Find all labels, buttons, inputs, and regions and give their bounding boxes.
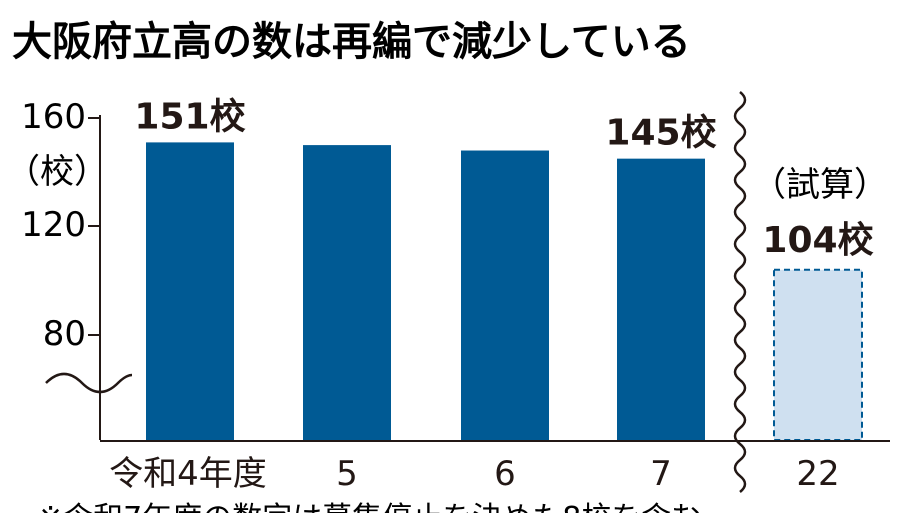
x-tick-label: 5 (336, 454, 358, 494)
estimate-label: （試算） (752, 165, 888, 205)
bar-5 (303, 145, 391, 440)
y-tick-label-80: 80 (43, 314, 86, 354)
x-tick-labels: 令和4年度 5 6 7 22 (109, 454, 839, 494)
data-label: 145校 (605, 113, 716, 154)
bar-7 (617, 158, 705, 440)
data-labels: 151校 145校 104校 (134, 96, 873, 261)
x-tick-label: 22 (796, 454, 839, 494)
data-label: 151校 (134, 96, 245, 137)
bar-22 (773, 268, 863, 442)
x-tick-label: 令和4年度 (109, 454, 267, 494)
x-tick-label: 7 (650, 454, 672, 494)
footnote: ※令和7年度の数字は募集停止を決めた8校を含む (38, 501, 701, 513)
chart-title: 大阪府立高の数は再編で減少している (12, 19, 691, 65)
bars-group (146, 142, 863, 442)
data-label: 104校 (762, 220, 873, 261)
y-axis: 160 120 80 （校） (6, 97, 133, 440)
x-tick-label: 6 (494, 454, 516, 494)
y-axis-break-mark (45, 372, 133, 394)
x-axis-break-wave (733, 91, 747, 493)
y-axis-unit: （校） (6, 152, 108, 192)
bar-6 (461, 150, 549, 440)
y-tick-label-160: 160 (21, 97, 86, 137)
bar-令和4年度 (146, 142, 234, 440)
y-tick-label-120: 120 (21, 205, 86, 245)
